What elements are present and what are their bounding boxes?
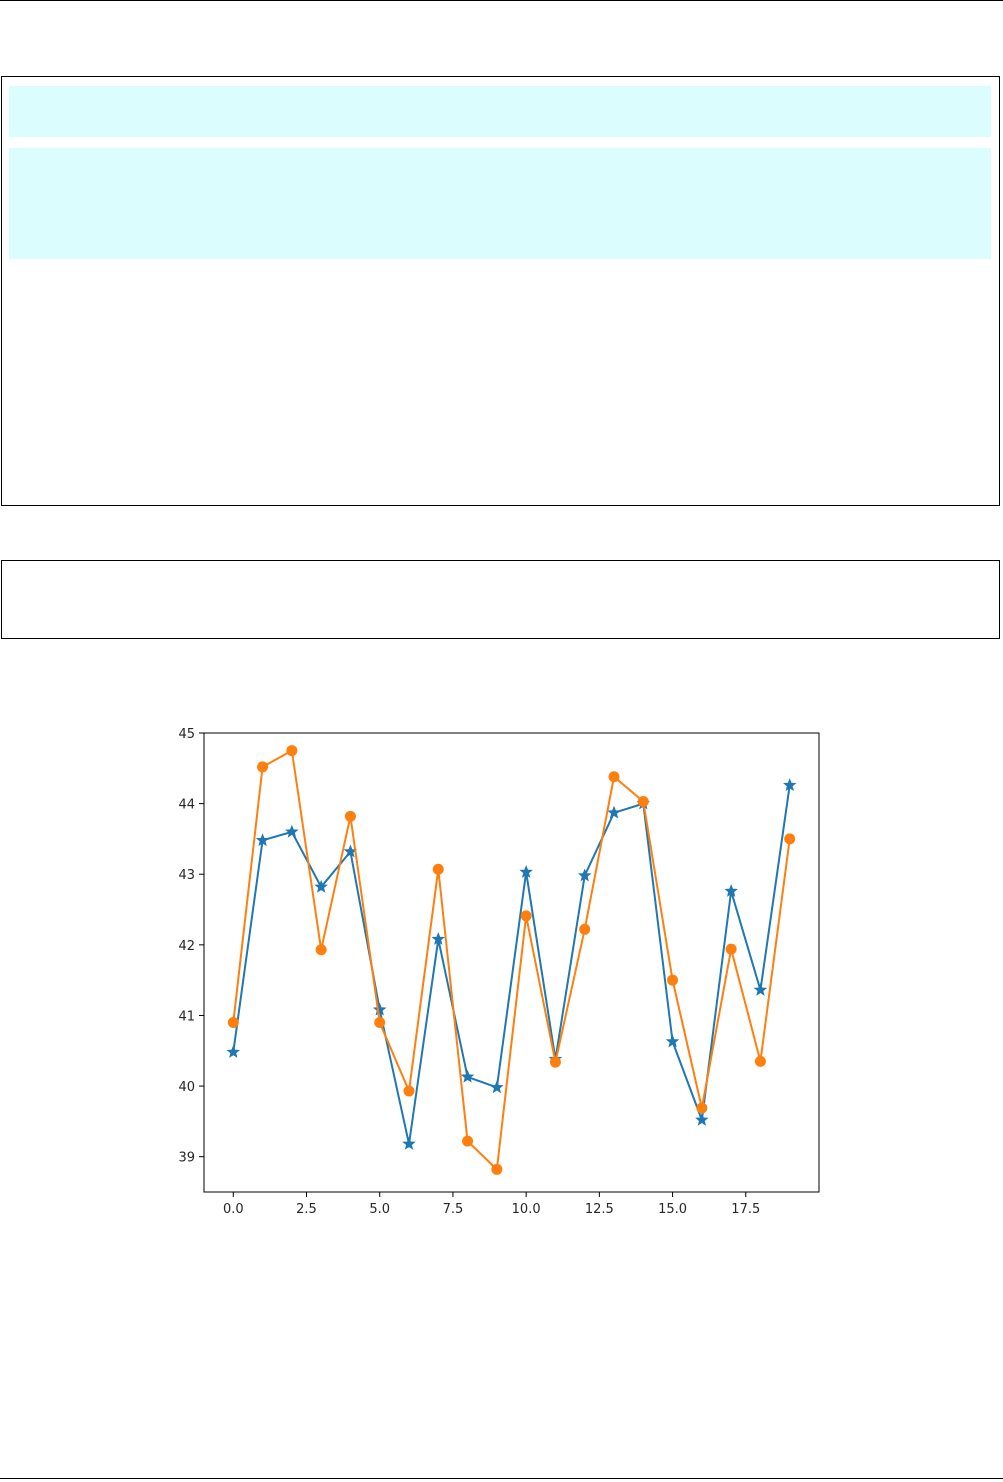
top-rule [0,0,1003,1]
y-tick-label: 40 [178,1080,195,1095]
x-tick-label: 7.5 [443,1202,464,1217]
series-2-point [491,1163,503,1175]
code-highlight-1 [9,86,991,137]
series-2-point [344,810,356,822]
series-1-point [753,982,768,996]
series-2-point [520,910,532,922]
series-1-point [665,1034,680,1048]
y-tick-label: 43 [178,868,195,883]
series-1-point [431,932,446,945]
series-2-point [784,833,796,845]
series-2-point [725,943,737,955]
plot-area [226,745,797,1175]
series-2-point [403,1085,415,1097]
series-2-point [257,761,269,773]
x-tick-label: 5.0 [369,1202,390,1217]
y-tick-label: 44 [178,798,195,813]
plot-frame [203,732,820,1193]
series-2-point [754,1055,766,1067]
code-cell-1[interactable] [1,76,1000,506]
x-tick-label: 10.0 [512,1202,541,1217]
y-tick-label: 39 [178,1151,195,1166]
series-2-line [232,749,791,1171]
x-tick-label: 15.0 [658,1202,687,1217]
series-2-point [462,1135,474,1147]
series-2-point [637,795,649,807]
series-2-point [227,1017,239,1029]
series-1-line [232,785,791,1145]
series-1-point [372,1002,387,1016]
series-1-point [460,1069,475,1083]
series-2-point [549,1056,561,1068]
code-highlight-2 [9,148,991,259]
series-1-point [695,1112,709,1126]
series-1-point [519,865,533,878]
series-2-point [374,1017,386,1029]
series-2-point [315,944,327,956]
y-tick-label: 45 [178,727,195,742]
series-1-point [314,879,328,893]
series-2-point [579,923,591,935]
series-1-point [255,833,270,847]
series-1-point [577,868,592,882]
series-1-point [782,778,797,791]
series-2-point [667,974,679,986]
series-2-point [696,1102,708,1114]
y-tick-label: 41 [178,1009,195,1024]
x-tick-label: 12.5 [585,1202,614,1217]
series-2-point [432,863,444,875]
series-1-point [490,1080,504,1094]
series-1-point [724,884,738,897]
x-tick-label: 0.0 [223,1202,244,1217]
x-tick-label: 17.5 [731,1202,760,1217]
axes: 0.0 2.5 5.0 7.5 10.0 12.5 15.0 17.5 39 40 41 42 43 44… [178,727,820,1217]
code-cell-2[interactable] [1,560,1000,639]
x-tick-label: 2.5 [296,1202,317,1217]
series-1-point [226,1045,241,1058]
series-2-point [286,745,298,757]
series-1-point [402,1136,416,1150]
y-tick-label: 42 [178,939,195,954]
line-chart: 0.0 2.5 5.0 7.5 10.0 12.5 15.0 17.5 39 40 41 42 43 44… [178,727,820,1217]
series-1-point [285,824,299,838]
series-1-point [607,805,621,819]
series-2-point [608,771,620,783]
bottom-rule [0,1478,1003,1479]
